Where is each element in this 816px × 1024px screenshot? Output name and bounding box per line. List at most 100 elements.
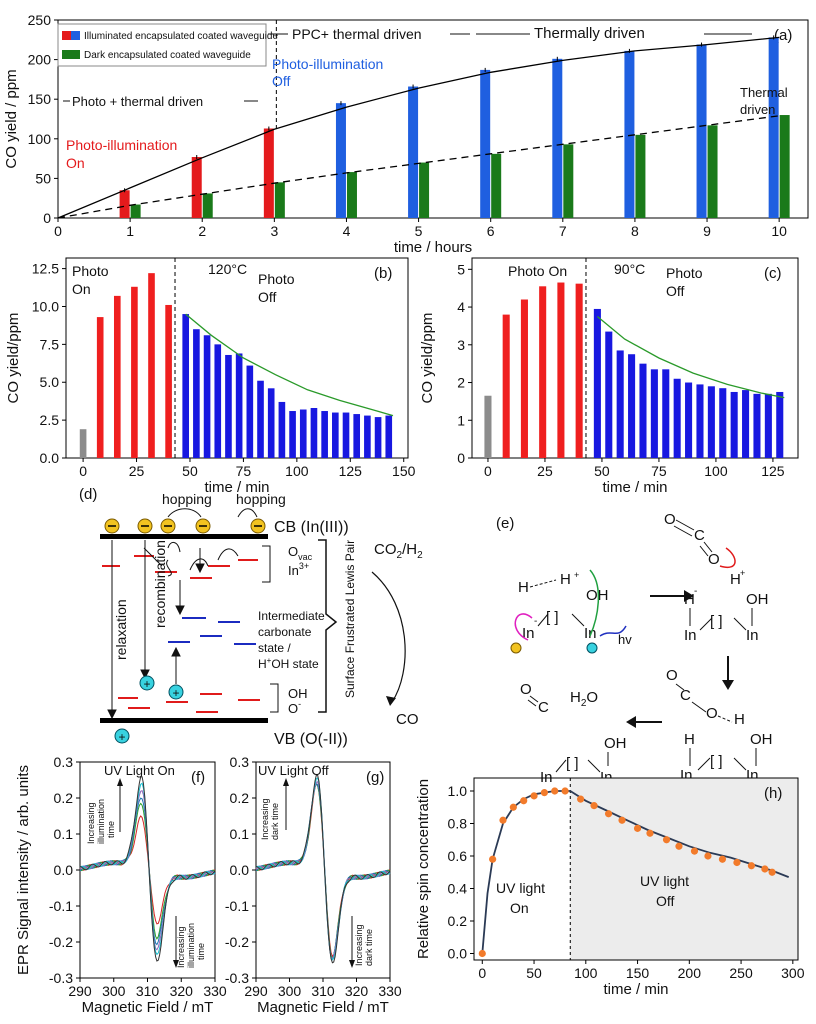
e-s3-o1: O xyxy=(666,667,678,684)
x-tick-label: 200 xyxy=(678,965,702,981)
bar-dark xyxy=(563,144,574,218)
bar-illuminated xyxy=(480,69,491,218)
h-annot-on1: UV light xyxy=(496,880,545,896)
data-point xyxy=(489,855,497,863)
y-tick-label: 12.5 xyxy=(32,261,59,277)
y-tick-label: 0.0 xyxy=(448,946,468,962)
e-s2-in1: In xyxy=(684,627,697,644)
y-tick-label: 0.3 xyxy=(54,754,74,770)
x-tick-label: 25 xyxy=(129,463,145,479)
bar xyxy=(267,388,275,458)
e-s1-in2: In xyxy=(584,625,597,642)
y-tick-label: -0.3 xyxy=(225,970,249,986)
y-tick-label: 3 xyxy=(457,337,465,353)
d-hopping-1: hopping xyxy=(162,491,212,507)
bar-illuminated xyxy=(263,128,274,218)
d-co2-sub: 2 xyxy=(397,550,403,561)
y-tick-label: 0.3 xyxy=(230,754,250,770)
e-s2-h2: H xyxy=(730,571,741,588)
panel-g-annotations: UV Light Off Increasing dark time Increa… xyxy=(258,763,374,968)
data-point xyxy=(761,865,769,873)
bar xyxy=(364,415,371,458)
d-arrows xyxy=(107,540,239,720)
x-tick-label: 0 xyxy=(484,463,492,479)
data-point xyxy=(718,855,727,863)
bar xyxy=(520,299,528,458)
x-axis-label: time / hours xyxy=(394,239,472,256)
fit-line xyxy=(185,313,394,417)
x-tick-label: 290 xyxy=(68,983,92,999)
e-s1-vac: [ ] xyxy=(546,609,559,626)
fit-line-dark xyxy=(57,115,780,219)
x-tick-label: 300 xyxy=(278,983,302,999)
bar xyxy=(203,335,211,458)
annot-photo-off-1: Photo-illumination xyxy=(272,56,383,72)
data-point xyxy=(618,816,626,824)
x-tick-label: 6 xyxy=(487,223,495,239)
plot-frame xyxy=(473,777,799,961)
bar xyxy=(235,353,243,458)
bar xyxy=(730,391,738,458)
d-relaxation: relaxation xyxy=(113,599,129,660)
bar xyxy=(696,384,704,458)
fit-line xyxy=(596,315,785,399)
y-tick-label: 0.1 xyxy=(230,826,250,842)
x-tick-label: 290 xyxy=(244,983,268,999)
panel-label: (c) xyxy=(764,265,782,282)
d-recombination: recombination xyxy=(152,540,168,628)
bar xyxy=(628,354,636,458)
panel-f-annotations: UV Light On Increasing illumination time… xyxy=(86,763,206,968)
x-tick-label: 75 xyxy=(236,463,252,479)
x-tick-label: 25 xyxy=(537,463,553,479)
bar-dark xyxy=(274,182,285,218)
x-tick-label: 7 xyxy=(559,223,567,239)
e-s2-in2: In xyxy=(746,627,759,644)
bar xyxy=(96,317,104,458)
x-tick-label: 3 xyxy=(270,223,278,239)
e-s3-oh: OH xyxy=(750,731,773,748)
x-axis-label: Magnetic Field / mT xyxy=(82,999,214,1016)
bar-illuminated xyxy=(768,37,779,219)
d-hole-1: + xyxy=(143,677,150,691)
data-point xyxy=(499,816,507,824)
y-tick-label: 5.0 xyxy=(40,374,60,390)
panel-label: (h) xyxy=(764,785,782,802)
data-point xyxy=(646,829,654,837)
d-defect-levels xyxy=(102,555,260,713)
e-f-oh: OH xyxy=(604,735,627,752)
bar-illuminated xyxy=(119,190,130,218)
bar xyxy=(332,412,339,458)
annot-photo-off-2: Off xyxy=(272,73,291,89)
e-s2-h1: H xyxy=(684,591,695,608)
annot-thermal-1: Thermal xyxy=(740,85,788,100)
d-panel-label: (d) xyxy=(79,486,97,503)
y-tick-label: 0.0 xyxy=(230,862,250,878)
annot-photo-thermal: Photo + thermal driven xyxy=(72,94,203,109)
y-tick-label: 2.5 xyxy=(40,412,60,428)
d-hopping-2: hopping xyxy=(236,491,286,507)
panel-e-diagram: (e) H H + OH In - [ ] In hv O C O H - H … xyxy=(496,511,773,786)
e-s2-plus: + xyxy=(740,568,745,578)
x-axis-label: Magnetic Field / mT xyxy=(257,999,389,1016)
bar xyxy=(321,411,328,458)
e-s2-o1: O xyxy=(664,511,676,528)
e-panel-label: (e) xyxy=(496,515,514,532)
bar xyxy=(776,391,784,458)
d-inter-1: Intermediate xyxy=(258,609,325,623)
d-electrons xyxy=(104,518,266,534)
x-tick-label: 1 xyxy=(126,223,134,239)
panel-h-annotations: UV light On UV light Off xyxy=(496,873,689,916)
svg-text:H2O: H2O xyxy=(570,689,598,709)
x-tick-label: 300 xyxy=(102,983,126,999)
e-f-vac: [ ] xyxy=(566,755,579,772)
y-tick-label: 4 xyxy=(457,299,465,315)
x-tick-label: 100 xyxy=(285,463,309,479)
h-annot-off1: UV light xyxy=(640,873,689,889)
y-tick-label: 150 xyxy=(28,91,52,107)
x-tick-label: 310 xyxy=(136,983,160,999)
c-annot-off: Off xyxy=(666,283,685,299)
x-tick-label: 320 xyxy=(345,983,369,999)
legend-dark-line1: Dark encapsulated coated waveguide xyxy=(84,50,251,61)
y-tick-label: 5 xyxy=(457,261,465,277)
